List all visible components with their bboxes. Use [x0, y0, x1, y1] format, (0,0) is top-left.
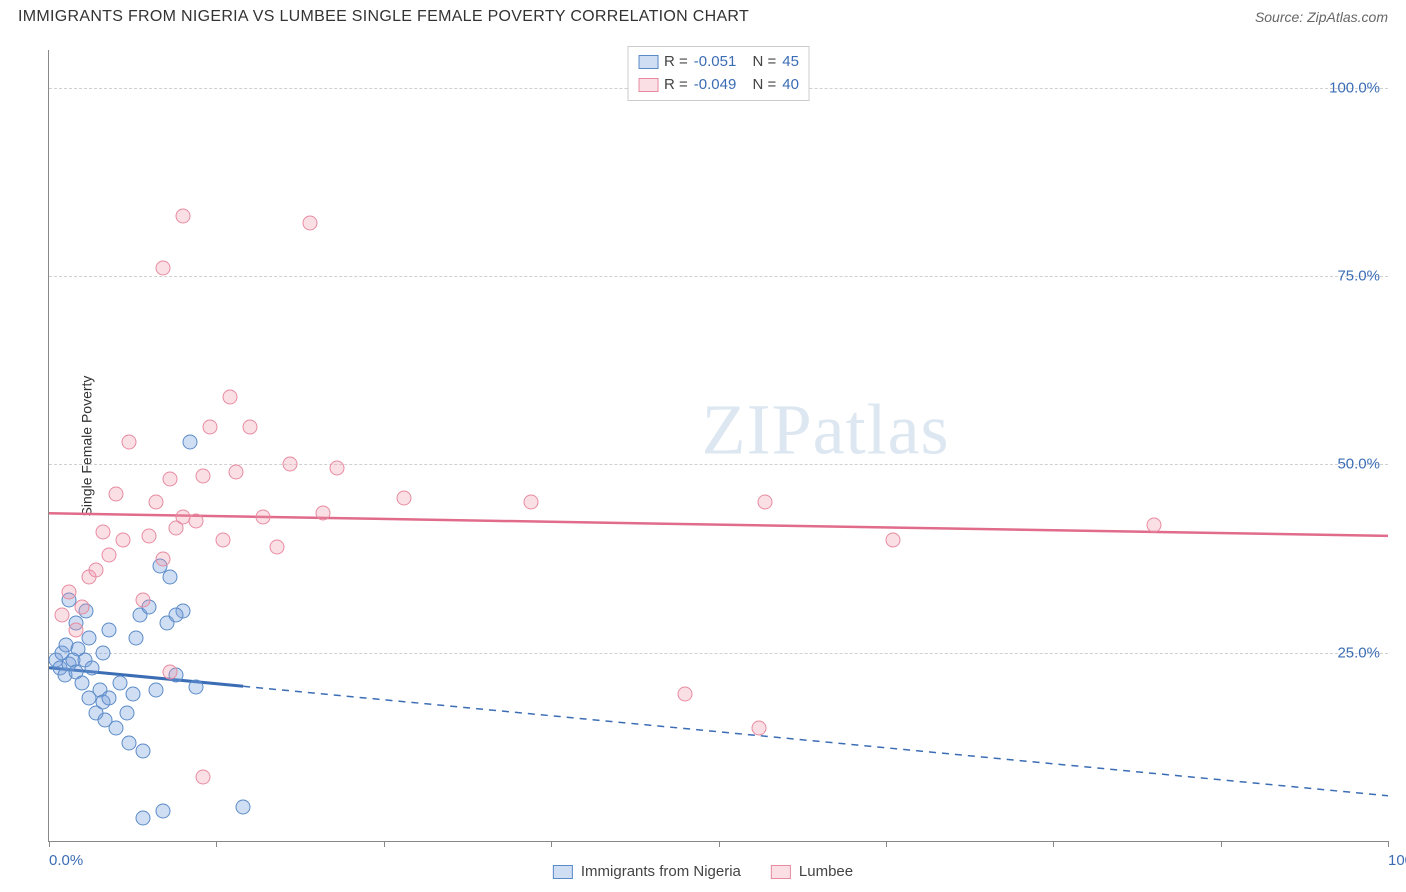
- data-point: [303, 216, 318, 231]
- data-point: [135, 592, 150, 607]
- data-point: [122, 434, 137, 449]
- legend-item: Lumbee: [771, 863, 853, 880]
- x-tick-mark: [719, 841, 720, 847]
- correlation-legend: R = -0.051 N = 45 R = -0.049 N = 40: [627, 46, 810, 101]
- data-point: [162, 472, 177, 487]
- x-tick-mark: [384, 841, 385, 847]
- x-tick-mark: [886, 841, 887, 847]
- data-point: [88, 562, 103, 577]
- data-point: [142, 528, 157, 543]
- data-point: [108, 487, 123, 502]
- data-point: [1146, 517, 1161, 532]
- gridline: [49, 464, 1388, 465]
- data-point: [135, 743, 150, 758]
- data-point: [195, 769, 210, 784]
- data-point: [75, 675, 90, 690]
- data-point: [129, 630, 144, 645]
- data-point: [115, 532, 130, 547]
- trend-lines: [49, 50, 1388, 841]
- legend-item: Immigrants from Nigeria: [553, 863, 741, 880]
- y-tick-label: 100.0%: [1329, 79, 1380, 96]
- swatch-icon: [553, 865, 573, 879]
- data-point: [95, 645, 110, 660]
- chart-title: IMMIGRANTS FROM NIGERIA VS LUMBEE SINGLE…: [18, 8, 749, 26]
- source-label: Source: ZipAtlas.com: [1255, 9, 1388, 25]
- gridline: [49, 653, 1388, 654]
- data-point: [269, 540, 284, 555]
- y-tick-label: 25.0%: [1337, 644, 1380, 661]
- data-point: [216, 532, 231, 547]
- data-point: [162, 570, 177, 585]
- legend-row: R = -0.051 N = 45: [638, 51, 799, 74]
- data-point: [329, 461, 344, 476]
- data-point: [84, 660, 99, 675]
- data-point: [229, 464, 244, 479]
- data-point: [149, 495, 164, 510]
- y-tick-label: 50.0%: [1337, 456, 1380, 473]
- data-point: [102, 547, 117, 562]
- data-point: [102, 690, 117, 705]
- data-point: [68, 623, 83, 638]
- x-tick-mark: [216, 841, 217, 847]
- watermark: ZIPatlas: [702, 388, 950, 471]
- data-point: [82, 630, 97, 645]
- data-point: [202, 419, 217, 434]
- data-point: [55, 608, 70, 623]
- data-point: [189, 679, 204, 694]
- data-point: [222, 389, 237, 404]
- data-point: [102, 623, 117, 638]
- data-point: [195, 468, 210, 483]
- gridline: [49, 276, 1388, 277]
- x-tick-mark: [1388, 841, 1389, 847]
- chart-header: IMMIGRANTS FROM NIGERIA VS LUMBEE SINGLE…: [0, 0, 1406, 30]
- data-point: [155, 803, 170, 818]
- data-point: [524, 495, 539, 510]
- x-tick-mark: [551, 841, 552, 847]
- x-tick-mark: [49, 841, 50, 847]
- data-point: [135, 811, 150, 826]
- data-point: [119, 705, 134, 720]
- swatch-icon: [771, 865, 791, 879]
- data-point: [108, 721, 123, 736]
- data-point: [189, 513, 204, 528]
- data-point: [242, 419, 257, 434]
- data-point: [162, 664, 177, 679]
- data-point: [283, 457, 298, 472]
- data-point: [236, 800, 251, 815]
- x-tick-mark: [1221, 841, 1222, 847]
- data-point: [175, 208, 190, 223]
- data-point: [126, 687, 141, 702]
- data-point: [256, 510, 271, 525]
- x-tick-mark: [1053, 841, 1054, 847]
- data-point: [885, 532, 900, 547]
- data-point: [112, 675, 127, 690]
- data-point: [62, 585, 77, 600]
- data-point: [751, 721, 766, 736]
- x-tick-label: 0.0%: [49, 852, 83, 869]
- data-point: [75, 600, 90, 615]
- data-point: [396, 491, 411, 506]
- data-point: [758, 495, 773, 510]
- data-point: [149, 683, 164, 698]
- series-legend: Immigrants from Nigeria Lumbee: [553, 863, 853, 880]
- data-point: [155, 551, 170, 566]
- data-point: [155, 261, 170, 276]
- legend-row: R = -0.049 N = 40: [638, 74, 799, 97]
- swatch-icon: [638, 78, 658, 92]
- y-tick-label: 75.0%: [1337, 268, 1380, 285]
- data-point: [169, 608, 184, 623]
- data-point: [316, 506, 331, 521]
- data-point: [95, 525, 110, 540]
- data-point: [182, 434, 197, 449]
- scatter-chart: ZIPatlas R = -0.051 N = 45 R = -0.049 N …: [48, 50, 1388, 842]
- data-point: [678, 687, 693, 702]
- swatch-icon: [638, 55, 658, 69]
